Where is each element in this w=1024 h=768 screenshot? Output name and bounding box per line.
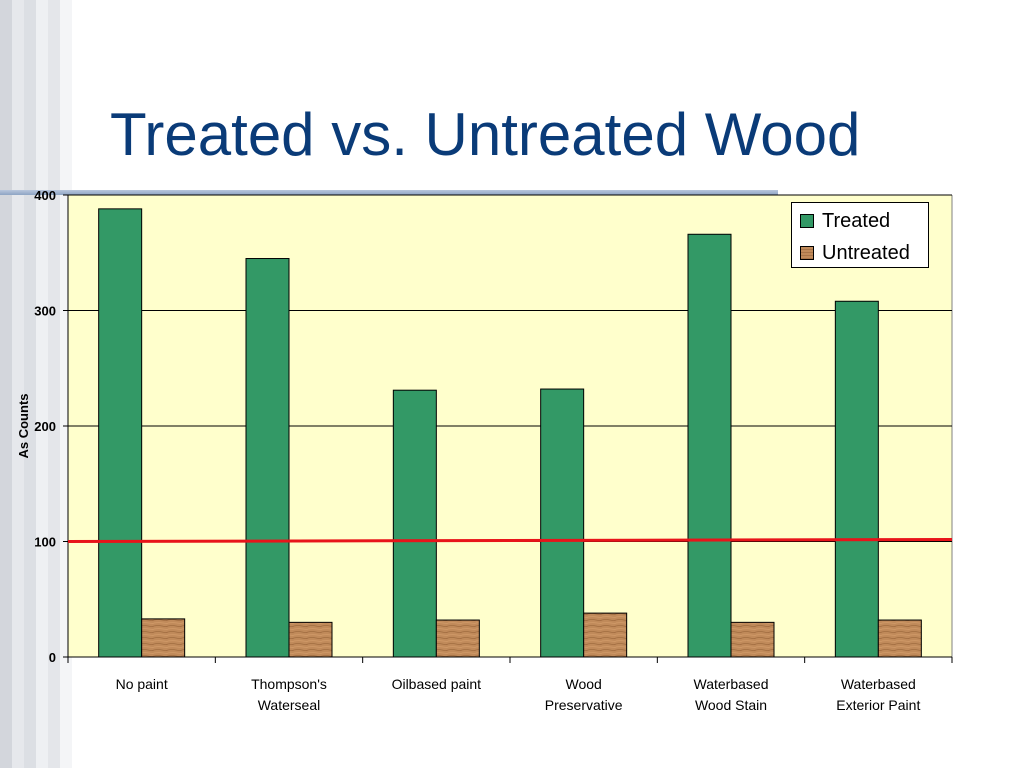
- x-tick-label: Wood Stain: [695, 697, 767, 713]
- y-tick-label: 100: [34, 535, 56, 550]
- y-tick-label: 300: [34, 304, 56, 319]
- bar-untreated: [730, 621, 775, 658]
- x-tick-label: Wood: [566, 676, 602, 692]
- chart-legend: Treated Untreated: [791, 202, 929, 268]
- bar-untreated: [877, 619, 922, 658]
- legend-item-untreated: Untreated: [800, 241, 910, 265]
- x-tick-label: Preservative: [545, 697, 623, 713]
- x-tick-label: Waterbased: [694, 676, 769, 692]
- legend-label-treated: Treated: [822, 209, 891, 232]
- legend-swatch-treated: [800, 214, 814, 228]
- legend-label-untreated: Untreated: [822, 241, 910, 264]
- bar-treated: [245, 258, 290, 658]
- bar-untreated: [141, 618, 186, 658]
- x-tick-label: No paint: [116, 676, 168, 692]
- x-tick-label: Thompson's: [251, 676, 327, 692]
- y-tick-label: 400: [34, 188, 56, 203]
- bar-treated: [392, 389, 437, 658]
- y-axis-label: As Counts: [16, 394, 31, 459]
- bar-treated: [687, 233, 732, 658]
- bar-treated: [834, 300, 879, 658]
- x-tick-label: Oilbased paint: [392, 676, 482, 692]
- x-tick-label: Waterseal: [258, 697, 321, 713]
- slide-title: Treated vs. Untreated Wood: [110, 101, 861, 168]
- bar-untreated: [583, 612, 628, 658]
- legend-swatch-untreated: [800, 246, 814, 260]
- bar-untreated: [288, 621, 333, 658]
- y-tick-label: 200: [34, 419, 56, 434]
- x-tick-label: Exterior Paint: [836, 697, 920, 713]
- legend-item-treated: Treated: [800, 209, 890, 233]
- bar-untreated: [435, 619, 480, 658]
- title-divider: [0, 190, 778, 195]
- bar-treated: [98, 208, 143, 658]
- y-tick-label: 0: [49, 650, 56, 665]
- reference-line: [67, 538, 953, 543]
- x-tick-label: Waterbased: [841, 676, 916, 692]
- bar-treated: [540, 388, 585, 658]
